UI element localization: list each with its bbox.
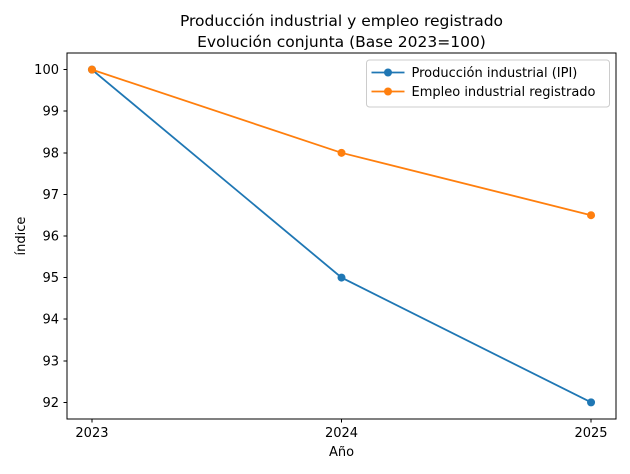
data-point-marker xyxy=(587,398,596,407)
legend-sample-marker xyxy=(384,68,392,77)
x-tick-label: 2025 xyxy=(574,426,607,441)
data-point-marker xyxy=(337,148,346,157)
legend-sample-marker xyxy=(384,87,392,96)
series-line-0 xyxy=(91,68,592,404)
y-tick-label: 99 xyxy=(42,105,59,120)
y-tick-label: 93 xyxy=(42,354,59,369)
y-tick-label: 97 xyxy=(42,188,59,203)
y-tick-label: 95 xyxy=(42,271,59,286)
y-tick-label: 92 xyxy=(42,396,59,411)
y-tick-label: 96 xyxy=(42,230,59,245)
legend-label: Producción industrial (IPI) xyxy=(412,66,578,81)
legend-label: Empleo industrial registrado xyxy=(412,85,596,100)
x-axis-label: Año xyxy=(329,445,354,460)
x-tick-label: 2024 xyxy=(325,426,358,441)
y-tick-label: 94 xyxy=(42,313,59,328)
data-point-marker xyxy=(337,273,346,282)
plot-area xyxy=(66,52,617,420)
y-tick-label: 100 xyxy=(34,63,59,78)
chart-title: Producción industrial y empleo registrad… xyxy=(180,12,503,30)
x-tick-label: 2023 xyxy=(75,426,108,441)
data-point-marker xyxy=(587,211,596,220)
chart-subtitle: Evolución conjunta (Base 2023=100) xyxy=(197,33,486,51)
legend-box xyxy=(366,59,610,108)
y-axis-label: índice xyxy=(14,217,29,256)
data-point-marker xyxy=(87,65,96,74)
y-tick-label: 98 xyxy=(42,146,59,161)
